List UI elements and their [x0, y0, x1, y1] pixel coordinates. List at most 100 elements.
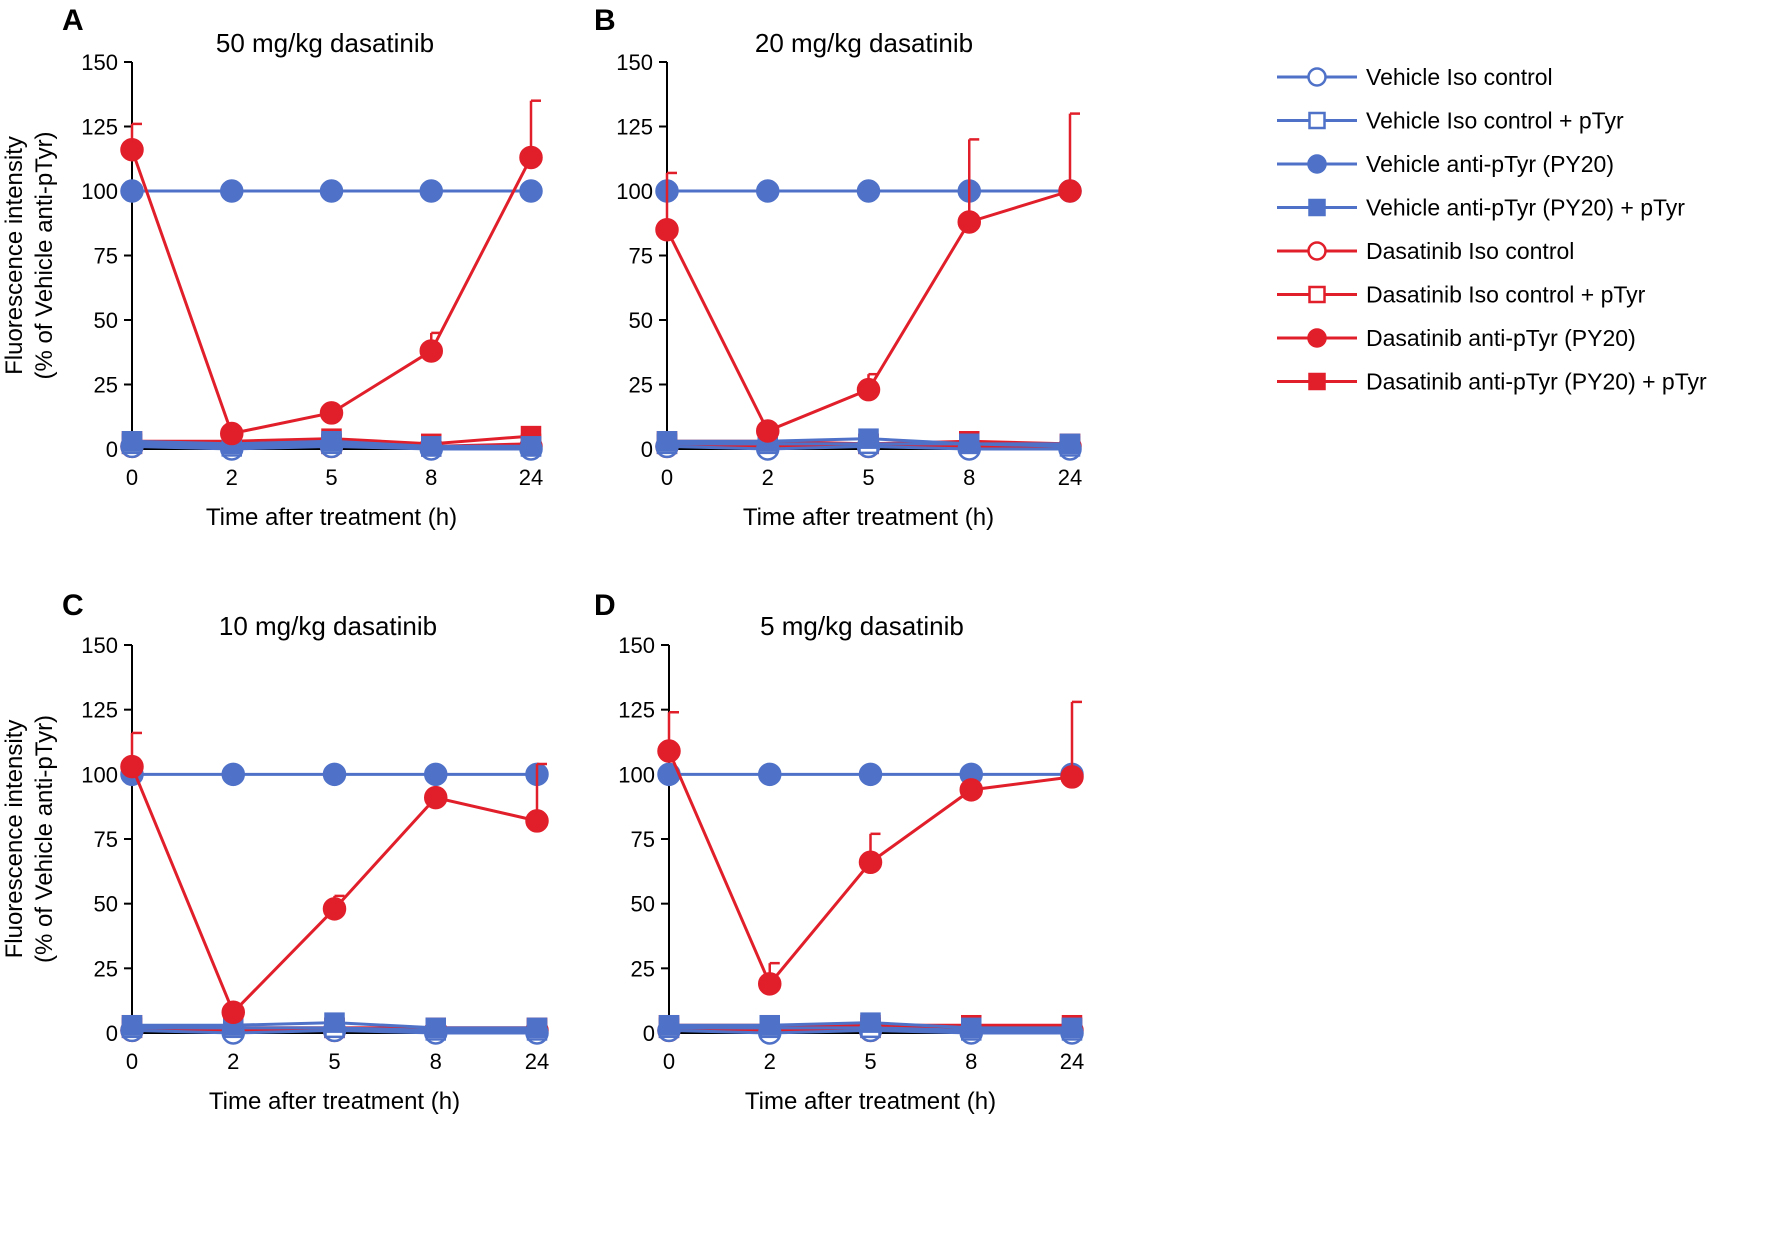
x-tick-label: 24 — [1058, 465, 1082, 490]
x-tick-label: 5 — [862, 465, 874, 490]
y-tick-label: 150 — [618, 633, 655, 658]
y-axis-title-line2: (% of Vehicle anti-pTyr) — [31, 715, 58, 963]
data-point — [321, 431, 342, 452]
legend-marker — [1308, 285, 1326, 304]
series-line — [130, 766, 538, 1015]
data-point — [419, 339, 443, 363]
data-point — [858, 428, 879, 449]
data-point — [322, 762, 347, 787]
y-tick-label: 25 — [631, 956, 655, 981]
data-point — [959, 433, 980, 455]
data-point — [658, 1014, 680, 1036]
x-axis-title: Time after treatment (h) — [743, 504, 994, 531]
data-point — [519, 179, 543, 203]
legend-marker — [1308, 372, 1326, 391]
y-axis-title-line2: (% of Vehicle anti-pTyr) — [31, 131, 58, 379]
series-vehicle-anti-ptyr-py20 — [655, 179, 1082, 203]
y-tick-label: 125 — [616, 115, 653, 140]
legend-marker — [1308, 198, 1326, 217]
x-tick-label: 8 — [425, 465, 437, 490]
series-vehicle-anti-ptyr-py20 — [120, 179, 543, 203]
legend-item: Vehicle Iso control — [1277, 64, 1553, 90]
data-point — [860, 1012, 881, 1033]
data-point — [1059, 433, 1081, 455]
legend-marker — [1307, 328, 1327, 348]
series-vehicle-anti-ptyr-py20 — [120, 762, 549, 787]
legend-marker — [1307, 241, 1327, 261]
x-axis-title: Time after treatment (h) — [206, 504, 457, 531]
legend-item: Dasatinib Iso control + pTyr — [1277, 282, 1646, 308]
data-point — [759, 1014, 780, 1036]
x-tick-label: 0 — [126, 465, 138, 490]
legend-marker — [1308, 111, 1326, 130]
x-tick-label: 8 — [963, 465, 975, 490]
x-tick-label: 5 — [328, 1049, 340, 1074]
x-axis-title: Time after treatment (h) — [745, 1088, 996, 1115]
legend-label: Dasatinib anti-pTyr (PY20) — [1366, 325, 1636, 351]
y-tick-label: 50 — [94, 892, 118, 917]
data-point — [424, 762, 448, 787]
panel-title: 20 mg/kg dasatinib — [755, 28, 973, 58]
series-dasatinib-anti-ptyr-py20 — [655, 112, 1082, 443]
data-point — [756, 179, 780, 203]
data-point — [519, 145, 543, 170]
x-tick-label: 0 — [126, 1049, 138, 1074]
legend-label: Vehicle anti-pTyr (PY20) — [1366, 151, 1614, 177]
x-tick-label: 24 — [519, 465, 543, 490]
legend-label: Vehicle Iso control — [1366, 64, 1553, 90]
legend-item: Dasatinib Iso control — [1277, 238, 1574, 264]
y-tick-label: 0 — [641, 437, 653, 462]
legend-label: Vehicle anti-pTyr (PY20) + pTyr — [1366, 195, 1685, 221]
panel-letter: B — [594, 4, 616, 37]
data-point — [961, 1017, 982, 1039]
legend-label: Dasatinib anti-pTyr (PY20) + pTyr — [1366, 369, 1707, 395]
data-point — [220, 421, 244, 446]
y-tick-label: 75 — [631, 827, 655, 852]
data-point — [758, 972, 782, 996]
data-point — [1058, 179, 1082, 203]
data-point — [421, 436, 442, 457]
y-axis-title-line1: Fluorescence intensity — [1, 136, 28, 375]
data-point — [324, 1012, 345, 1033]
data-point — [655, 217, 679, 242]
y-tick-label: 50 — [94, 308, 118, 333]
y-tick-label: 100 — [81, 179, 118, 204]
data-point — [856, 377, 881, 402]
data-point — [319, 179, 344, 203]
series-dasatinib-anti-ptyr-py20 — [657, 700, 1084, 996]
data-point — [424, 785, 448, 810]
y-tick-label: 0 — [106, 1021, 118, 1046]
data-point — [425, 1017, 446, 1039]
y-tick-label: 125 — [81, 698, 118, 723]
data-point — [1061, 1017, 1083, 1039]
legend-item: Vehicle anti-pTyr (PY20) + pTyr — [1277, 195, 1685, 221]
y-tick-label: 75 — [94, 827, 118, 852]
data-point — [322, 897, 347, 921]
y-tick-label: 100 — [618, 762, 655, 787]
panel-title: 5 mg/kg dasatinib — [760, 611, 964, 641]
data-point — [525, 809, 549, 833]
y-tick-label: 150 — [81, 50, 118, 75]
x-tick-label: 8 — [965, 1049, 977, 1074]
data-point — [120, 137, 144, 162]
y-tick-label: 150 — [616, 50, 653, 75]
data-point — [319, 401, 344, 425]
series-vehicle-anti-ptyr-py20 — [657, 762, 1084, 787]
x-tick-label: 2 — [764, 1049, 776, 1074]
y-tick-label: 25 — [629, 373, 653, 398]
y-tick-label: 75 — [629, 244, 653, 269]
legend-marker — [1307, 67, 1327, 87]
panel-letter: A — [62, 4, 84, 37]
data-point — [520, 436, 542, 457]
data-point — [120, 754, 144, 779]
data-point — [419, 179, 443, 203]
series-vehicle-anti-ptyr-py20-ptyr — [658, 1012, 1083, 1039]
legend: Vehicle Iso control Vehicle Iso control +… — [1277, 64, 1707, 395]
x-tick-label: 0 — [663, 1049, 675, 1074]
panel-letter: C — [62, 589, 84, 622]
x-axis-title: Time after treatment (h) — [209, 1088, 460, 1115]
